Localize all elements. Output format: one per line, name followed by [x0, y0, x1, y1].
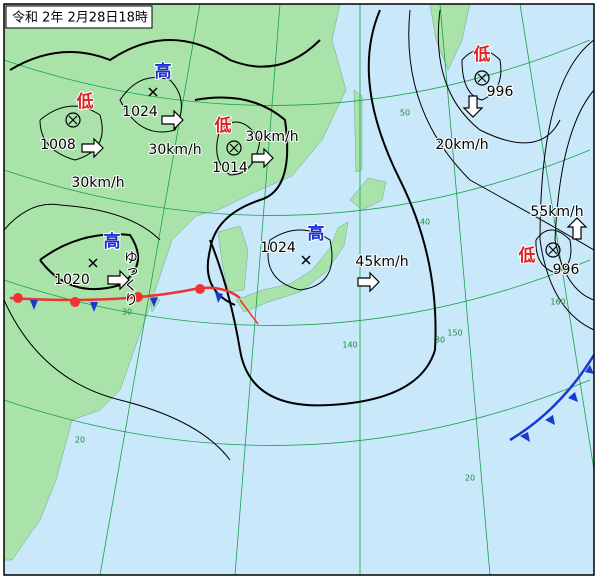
- high-label: 高: [104, 231, 121, 252]
- grid-label: 20: [465, 474, 475, 483]
- grid-label: 30: [435, 336, 445, 345]
- low-label: 低: [473, 44, 491, 65]
- pressure-label: 996: [553, 262, 580, 278]
- high-center: [148, 87, 158, 97]
- low-center: [65, 112, 81, 128]
- pressure-label: 1024: [122, 104, 158, 120]
- grid-label: 150: [447, 329, 462, 338]
- speed-label: 30km/h: [71, 175, 124, 191]
- mainland: [3, 3, 347, 561]
- lon-line: [439, 3, 491, 576]
- low-center-x: [477, 73, 487, 83]
- speed-label: 30km/h: [245, 129, 298, 145]
- isobar: [3, 299, 231, 461]
- low-center-x: [229, 143, 239, 153]
- lat-line: [3, 379, 591, 446]
- isobar: [216, 121, 261, 176]
- front-semicircle: [70, 297, 80, 307]
- lat-line: [3, 39, 591, 106]
- isobar: [39, 233, 139, 291]
- frame: [3, 3, 595, 576]
- isobar: [119, 77, 182, 133]
- lon-line: [99, 3, 201, 576]
- cold-front: [509, 354, 596, 442]
- low-center: [474, 70, 490, 86]
- isobar: [437, 9, 561, 144]
- grid-label: 160: [550, 298, 565, 307]
- pressure-label: 1020: [54, 272, 90, 288]
- isobar: [209, 9, 437, 407]
- high-label: 高: [155, 61, 172, 82]
- isobar: [3, 203, 161, 241]
- grid-label: 140: [342, 341, 357, 350]
- high-center: [88, 258, 98, 268]
- isobar: [461, 49, 502, 101]
- pressure-label: 1014: [212, 160, 248, 176]
- lat-line: [3, 149, 591, 216]
- isobar: [267, 229, 333, 291]
- title: 令和 2年 2月28日18時: [12, 11, 148, 26]
- grid-label: 40: [420, 218, 430, 227]
- grid-labels: 50 40 30 20 140 150 160 30 20: [75, 109, 566, 483]
- low-label: 低: [76, 91, 94, 112]
- speed-label: ゆっくり: [122, 250, 138, 306]
- motion-arrow: [161, 109, 184, 131]
- speed-label: 30km/h: [148, 142, 201, 158]
- front-semicircle: [13, 293, 23, 303]
- isobar: [408, 9, 595, 251]
- isobar: [539, 39, 595, 331]
- motion-arrow: [81, 137, 104, 159]
- low-label: 低: [214, 115, 232, 136]
- motion-arrow: [251, 147, 274, 169]
- motion-arrow: [357, 271, 380, 293]
- front-tail: [239, 299, 259, 325]
- isobars: [3, 9, 595, 461]
- low-center-x: [548, 245, 558, 255]
- isobar: [9, 39, 321, 71]
- isobar: [535, 229, 572, 273]
- low-label: 低: [518, 245, 536, 266]
- front-triangles: [520, 365, 594, 442]
- graticule: [3, 3, 595, 576]
- grid-label: 20: [75, 436, 85, 445]
- honshu: [235, 221, 349, 313]
- front-semicircle: [133, 292, 143, 302]
- stationary-front: [9, 284, 259, 325]
- isobar: [39, 105, 103, 161]
- front-line: [9, 286, 241, 302]
- isobar: [554, 89, 595, 301]
- low-center: [545, 242, 561, 258]
- low-center-x: [68, 115, 78, 125]
- front-line: [509, 354, 596, 442]
- pressure-label: 1024: [260, 240, 296, 256]
- pressure-systems: 高 1024 30km/h 低 1008 30km/h 低 1014 30km/h 高 1020 ゆっ…: [39, 43, 588, 307]
- high-center: [301, 255, 311, 265]
- low-center: [226, 140, 242, 156]
- motion-arrow: [566, 217, 588, 240]
- pressure-label: 996: [487, 84, 514, 100]
- speed-label: 45km/h: [355, 254, 408, 270]
- pressure-label: 1008: [40, 137, 76, 153]
- speed-label: 20km/h: [435, 137, 488, 153]
- grid-label: 50: [400, 109, 410, 118]
- lon-line: [234, 3, 281, 576]
- speed-label: 55km/h: [530, 204, 583, 220]
- motion-arrow: [107, 269, 130, 291]
- front-semicircle: [195, 284, 205, 294]
- isobar: [194, 96, 289, 306]
- motion-arrow: [462, 95, 484, 118]
- lat-line: [3, 259, 591, 326]
- grid-label: 30: [122, 308, 132, 317]
- lon-line: [519, 3, 595, 471]
- high-label: 高: [308, 223, 325, 244]
- title-box: [5, 5, 153, 29]
- korea: [217, 225, 249, 293]
